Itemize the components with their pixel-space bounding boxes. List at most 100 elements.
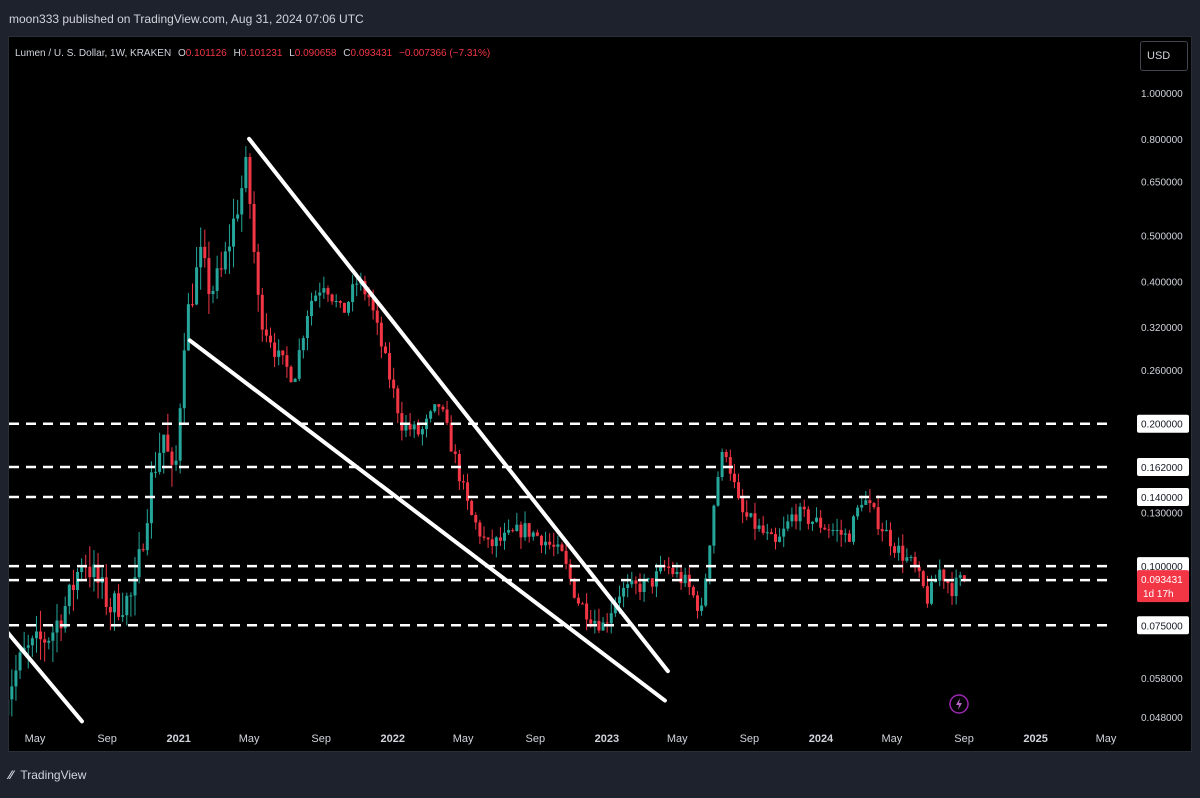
tv-logo-icon: ⁄⁄ <box>9 768 17 782</box>
candle-body <box>593 620 597 624</box>
price-tick-label: 0.048000 <box>1141 713 1183 724</box>
symbol-title[interactable]: Lumen / U. S. Dollar, 1W, KRAKEN <box>15 48 172 59</box>
candle-body <box>371 297 375 311</box>
candle-body <box>659 565 663 572</box>
candle-body <box>305 316 309 339</box>
candle-body <box>392 379 396 389</box>
countdown-label: 1d 17h <box>1143 589 1174 600</box>
candle-body <box>55 620 59 633</box>
candle-body <box>835 529 839 531</box>
candle-body <box>474 515 478 523</box>
candle-body <box>18 652 22 671</box>
last-price-label: 0.093431 <box>1141 575 1183 586</box>
candle-body <box>617 596 621 604</box>
time-tick-label: Sep <box>740 733 760 745</box>
candle-body <box>408 423 412 430</box>
candle-body <box>470 500 474 516</box>
high-value: 0.101231 <box>240 48 283 59</box>
candle-body <box>815 517 819 522</box>
candle-body <box>581 603 585 605</box>
candle-body <box>219 268 223 270</box>
candle-body <box>346 302 350 313</box>
candle-body <box>355 283 359 285</box>
candle-body <box>67 584 71 607</box>
candle-body <box>897 545 901 553</box>
currency-button[interactable]: USD <box>1140 41 1188 71</box>
candle-body <box>720 451 724 478</box>
candle-body <box>511 530 515 532</box>
candle-body <box>782 528 786 537</box>
candle-body <box>737 482 741 499</box>
time-tick-label: Sep <box>97 733 117 745</box>
candle-body <box>207 258 211 295</box>
candle-body <box>342 302 346 313</box>
candle-body <box>14 670 18 687</box>
chart-frame[interactable]: 0.048000 0.058000 0.130000 0.260000 0.320000… <box>8 36 1192 752</box>
level-badge-label: 0.075000 <box>1141 621 1183 632</box>
candle-body <box>112 593 116 613</box>
candle-body <box>794 514 798 522</box>
open-value: 0.101126 <box>185 48 227 59</box>
candle-body <box>962 575 966 581</box>
candle-body <box>285 355 289 367</box>
time-tick-label: May <box>1096 733 1117 745</box>
candle-body <box>227 246 231 252</box>
candle-body <box>166 434 170 452</box>
candle-body <box>34 631 38 639</box>
candle-body <box>429 411 433 419</box>
candle-body <box>761 525 765 533</box>
candle-body <box>264 329 268 336</box>
candle-body <box>876 507 880 530</box>
candle-body <box>753 513 757 529</box>
candle-body <box>174 460 178 465</box>
candle-body <box>170 451 174 465</box>
candle-body <box>449 422 453 452</box>
candle-body <box>909 556 913 558</box>
candle-body <box>539 535 543 546</box>
candle-body <box>860 504 864 508</box>
candle-body <box>92 564 96 578</box>
candle-body <box>129 595 133 597</box>
candle-body <box>626 584 630 588</box>
candle-body <box>544 541 548 546</box>
candle-body <box>195 267 199 305</box>
close-label: C <box>343 48 351 59</box>
level-badge <box>1137 488 1189 507</box>
candle-body <box>609 613 613 624</box>
candle-body <box>675 571 679 575</box>
candle-body <box>560 544 564 551</box>
candle-body <box>47 640 51 643</box>
time-tick-label: Sep <box>954 733 974 745</box>
candle-body <box>843 533 847 535</box>
candle-body <box>108 606 112 613</box>
candle-body <box>314 295 318 301</box>
candle-body <box>96 564 100 583</box>
candle-body <box>310 300 314 317</box>
candle-body <box>437 404 441 407</box>
candle-body <box>248 157 252 204</box>
candle-body <box>412 424 416 430</box>
price-chart[interactable]: 0.048000 0.058000 0.130000 0.260000 0.320000… <box>9 37 1192 752</box>
candle-body <box>145 523 149 551</box>
candle-body <box>162 434 166 453</box>
trendlines <box>9 136 670 724</box>
candle-body <box>515 524 519 531</box>
candle-body <box>942 569 946 582</box>
candle-body <box>486 537 490 540</box>
candle-body <box>190 304 194 306</box>
time-axis: May Sep 2021 May Sep 2022 May Sep 2023 May Sep 2024… <box>25 733 1117 745</box>
candle-body <box>503 532 507 541</box>
level-badge <box>1137 458 1189 477</box>
candle-body <box>827 529 831 531</box>
candle-body <box>396 388 400 414</box>
candle-body <box>523 523 527 538</box>
candle-body <box>453 451 457 454</box>
candle-body <box>868 500 872 504</box>
candles <box>9 146 966 717</box>
candle-body <box>223 251 227 270</box>
candle-body <box>482 536 486 538</box>
tradingview-brand[interactable]: ⁄⁄ TradingView <box>9 768 86 782</box>
candle-body <box>10 686 14 700</box>
candle-body <box>256 251 260 295</box>
candle-body <box>790 514 794 522</box>
